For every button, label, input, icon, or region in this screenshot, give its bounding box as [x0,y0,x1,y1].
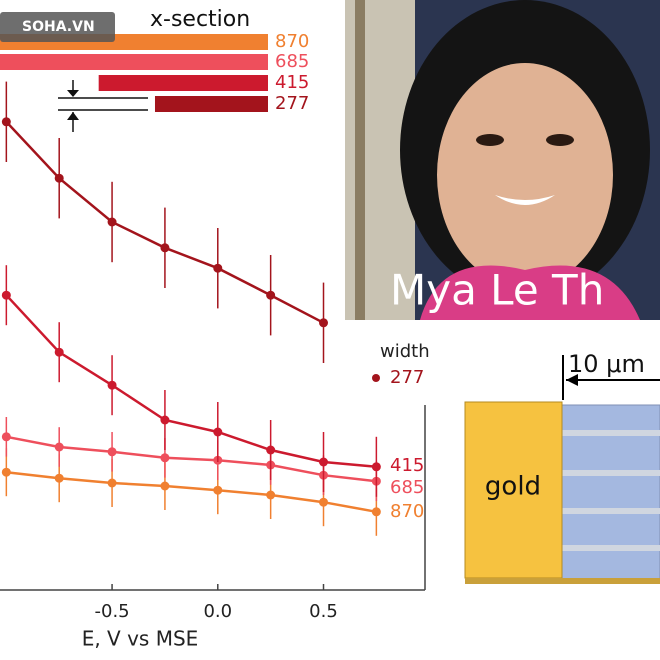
x-tick-label: -0.5 [95,601,130,622]
data-point [1,290,11,300]
data-point [213,263,223,273]
x-axis-label: E, V vs MSE [82,627,199,651]
data-point [1,467,11,477]
scale-label: 10 μm [568,350,645,378]
series-line [5,294,377,469]
legend-bar [154,96,268,112]
series-label: 415 [390,455,424,476]
data-point [266,445,276,455]
watermark: SOHA.VN [0,12,115,42]
data-point [1,117,11,127]
data-point [107,447,117,457]
chart-title: x-section [150,7,250,32]
data-point [371,462,381,472]
diagram-label: gold [485,472,541,502]
data-point [107,217,117,227]
data-point [319,497,329,507]
x-tick-label: 0.0 [203,601,232,622]
data-point [319,457,329,467]
legend-label: 277 [275,93,309,114]
data-point [160,415,170,425]
legend-bar [98,75,269,91]
data-point [371,507,381,517]
photo: Mya Le Th [345,0,660,320]
legend-dot [372,374,380,382]
data-point [160,453,170,463]
data-point [213,485,223,495]
series-line [6,470,377,514]
data-point [54,442,64,452]
legend-label: 870 [275,31,309,52]
diagram: gold 10 μm [464,350,660,584]
photo-caption: Mya Le Th [390,266,604,315]
series-label: 277 [390,367,424,388]
data-point [266,490,276,500]
data-point [107,380,117,390]
data-point [107,478,117,488]
data-point [160,243,170,253]
data-point [54,347,64,357]
legend-label: 415 [275,72,309,93]
x-tick-label: 0.5 [309,601,338,622]
data-point [1,432,11,442]
series-line [6,435,377,483]
data-point [160,481,170,491]
series-label: 870 [390,501,424,522]
series-label: 685 [390,477,424,498]
legend-label: 685 [275,51,309,72]
data-point [319,318,329,328]
legend-bar [0,54,269,70]
data-point [54,173,64,183]
data-point [54,473,64,483]
data-point [213,427,223,437]
data-point [266,290,276,300]
watermark-text: SOHA.VN [22,19,95,35]
series-heading: width [380,341,430,362]
